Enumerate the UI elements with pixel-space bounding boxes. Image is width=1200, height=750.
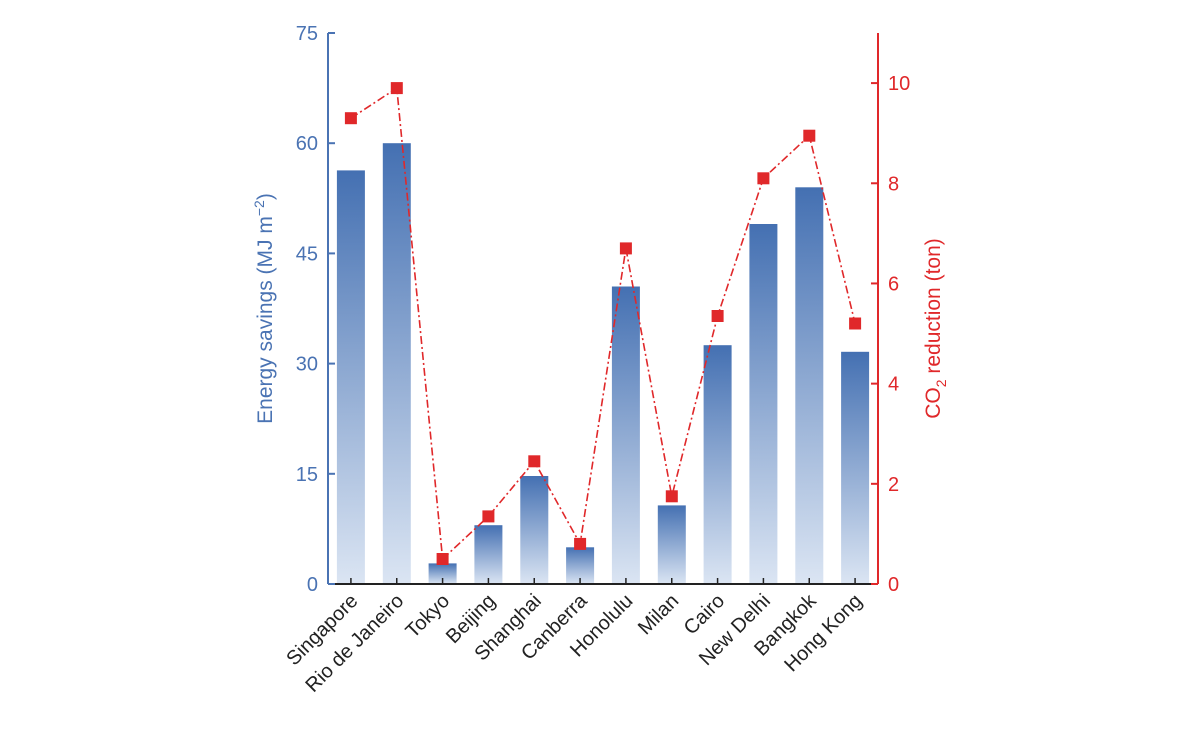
bar-cairo: [703, 345, 732, 584]
left-tick-label: 75: [296, 23, 318, 45]
co2-marker-honolulu: [619, 242, 632, 255]
bar-tokyo: [428, 563, 457, 584]
right-tick-label: 8: [888, 173, 899, 195]
right-tick-label: 10: [888, 73, 910, 95]
right-axis-title: CO2 reduction (ton): [922, 238, 949, 419]
co2-marker-bangkok: [803, 129, 816, 142]
bar-rio-de-janeiro: [382, 143, 411, 584]
left-tick-label: 30: [296, 354, 318, 376]
left-tick-label: 15: [296, 464, 318, 486]
co2-line: [350, 86, 856, 561]
co2-marker-tokyo: [436, 553, 449, 565]
bar-bangkok: [795, 187, 824, 585]
co2-marker-rio-de-janeiro: [390, 82, 403, 95]
co2-marker-canberra: [574, 537, 587, 550]
left-tick-label: 0: [307, 574, 318, 596]
bar-hong-kong: [841, 351, 870, 584]
right-tick-label: 2: [888, 474, 899, 496]
bar-milan: [657, 505, 686, 584]
co2-marker-cairo: [711, 310, 724, 322]
line-series-layer: [344, 82, 862, 565]
co2-marker-new-delhi: [757, 172, 770, 185]
bar-canberra: [566, 547, 595, 584]
bar-honolulu: [611, 286, 640, 584]
axes-layer: [327, 32, 879, 585]
co2-marker-singapore: [344, 112, 357, 125]
bar-shanghai: [520, 476, 549, 584]
left-axis-title: Energy savings (MJ m−2): [251, 193, 277, 424]
co2-marker-shanghai: [528, 455, 541, 468]
bar-new-delhi: [749, 224, 778, 584]
bars-layer: [336, 143, 870, 585]
bar-singapore: [336, 170, 365, 584]
left-tick-label: 45: [296, 243, 318, 265]
co2-marker-hong-kong: [849, 317, 862, 330]
right-tick-label: 0: [888, 574, 899, 596]
right-tick-label: 4: [888, 374, 899, 396]
co2-marker-milan: [665, 490, 678, 503]
bar-beijing: [474, 525, 503, 584]
co2-marker-beijing: [482, 510, 495, 523]
right-tick-label: 6: [888, 273, 899, 295]
left-tick-label: 60: [296, 133, 318, 155]
category-label: Milan: [634, 590, 683, 639]
